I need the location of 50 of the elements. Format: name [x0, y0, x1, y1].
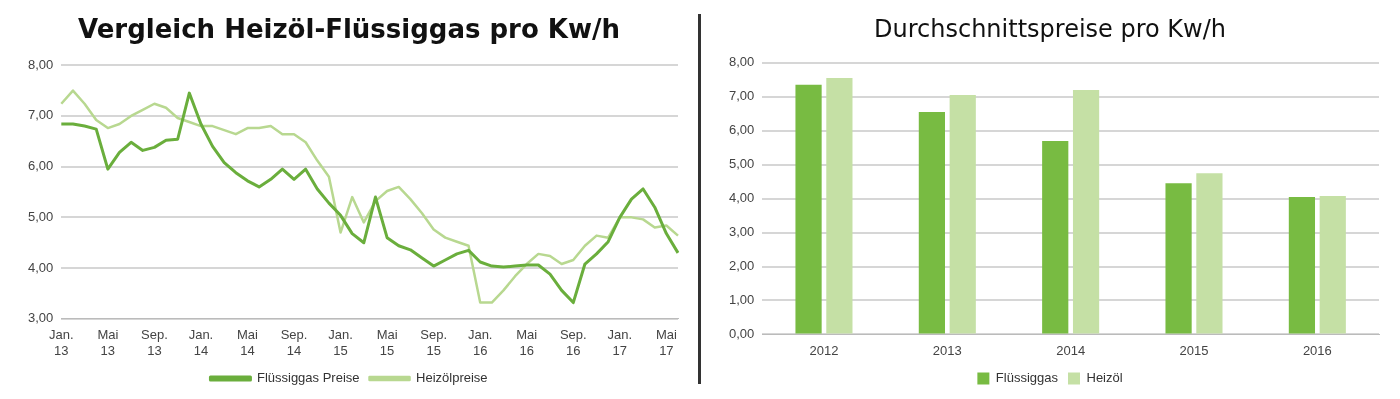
bar [1196, 173, 1223, 334]
chart-title: Durchschnittspreise pro Kw/h [873, 14, 1227, 43]
y-tick-label: 2,00 [728, 258, 755, 274]
y-tick-label: 8,00 [728, 54, 755, 70]
x-tick-label: Mai 16 [516, 327, 538, 358]
bar [1288, 196, 1316, 334]
y-tick-label: 3,00 [728, 224, 755, 240]
y-tick-label: 4,00 [27, 259, 54, 275]
legend-label: Flüssiggas Preise [256, 370, 360, 386]
legend-label: Flüssiggas [995, 370, 1059, 386]
y-tick-label: 7,00 [27, 107, 54, 123]
x-tick-label: Jan. 17 [607, 327, 633, 358]
y-tick-label: 3,00 [27, 310, 54, 326]
x-tick-label: Sep. 16 [559, 327, 587, 358]
legend-label: Heizölpreise [416, 370, 488, 386]
x-tick-label: Mai 17 [655, 327, 677, 358]
x-tick-label: Jan. 15 [328, 327, 353, 358]
bar [1165, 183, 1192, 334]
y-tick-label: 5,00 [27, 208, 54, 224]
y-tick-label: 4,00 [728, 190, 755, 206]
x-tick-label: Mai 14 [237, 327, 259, 358]
x-tick-label: Jan. 16 [467, 327, 493, 358]
x-tick-label: 2016 [1302, 342, 1332, 358]
bar [1042, 140, 1069, 334]
bar [949, 95, 976, 334]
y-tick-label: 6,00 [728, 122, 755, 138]
chart-title: Vergleich Heizöl-Flüssiggas pro Kw/h [77, 14, 621, 45]
x-tick-label: Mai 13 [97, 327, 119, 358]
legend-label: Heizöl [1086, 370, 1123, 386]
x-tick-label: Jan. 13 [49, 327, 74, 358]
y-tick-label: 7,00 [728, 88, 755, 104]
y-tick-label: 6,00 [27, 158, 54, 174]
bar [826, 78, 853, 334]
bar [1319, 195, 1346, 334]
y-tick-label: 8,00 [27, 56, 54, 72]
x-tick-label: 2014 [1056, 342, 1086, 358]
y-tick-label: 0,00 [728, 325, 755, 341]
y-tick-label: 5,00 [728, 156, 755, 172]
x-tick-label: Sep. 13 [141, 327, 168, 358]
x-tick-label: 2012 [809, 342, 839, 358]
x-tick-label: Sep. 14 [280, 327, 308, 358]
x-tick-label: Jan. 14 [188, 327, 214, 358]
y-tick-label: 1,00 [728, 292, 755, 308]
x-tick-label: Mai 15 [376, 327, 398, 358]
x-tick-label: 2015 [1179, 342, 1209, 358]
bar [1072, 89, 1100, 334]
x-tick-label: 2013 [932, 342, 962, 358]
bar [918, 112, 945, 334]
x-tick-label: Sep. 15 [420, 327, 448, 358]
bar [795, 84, 822, 334]
